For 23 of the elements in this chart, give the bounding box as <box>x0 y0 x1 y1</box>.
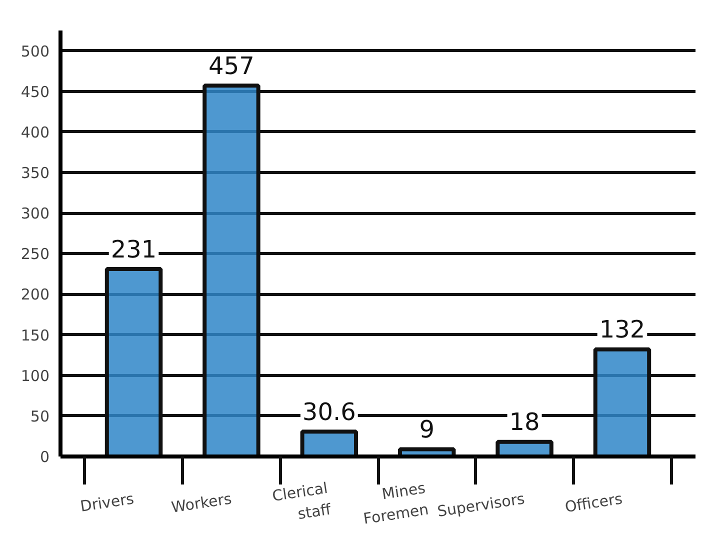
y-tick-label: 350 <box>20 164 50 182</box>
y-tick-label: 300 <box>20 204 50 223</box>
y-tick-label: 500 <box>20 42 50 60</box>
y-tick-label: 150 <box>20 326 50 344</box>
y-tick-label: 100 <box>20 366 50 385</box>
data-label: 132 <box>599 316 646 344</box>
y-tick-label: 50 <box>30 407 50 426</box>
data-label: 457 <box>208 52 254 80</box>
data-label: 231 <box>110 235 157 264</box>
x-tick-label: Supervisors <box>436 490 526 521</box>
y-tick-label: 0 <box>40 448 50 466</box>
data-label: 9 <box>419 415 434 444</box>
x-tick-label: Workers <box>170 490 233 516</box>
x-tick-label: Clerical staff <box>271 478 333 524</box>
y-tick-label: 450 <box>20 82 50 101</box>
x-tick-label: Officers <box>564 490 624 516</box>
x-tick-label: Drivers <box>79 490 136 516</box>
y-tick-label: 200 <box>20 286 50 304</box>
data-label: 18 <box>509 408 540 436</box>
y-tick-label: 250 <box>20 245 50 264</box>
x-tick-label: Mines Foremen <box>362 478 430 528</box>
y-tick-label: 400 <box>20 123 50 142</box>
data-label: 30.6 <box>302 398 356 426</box>
